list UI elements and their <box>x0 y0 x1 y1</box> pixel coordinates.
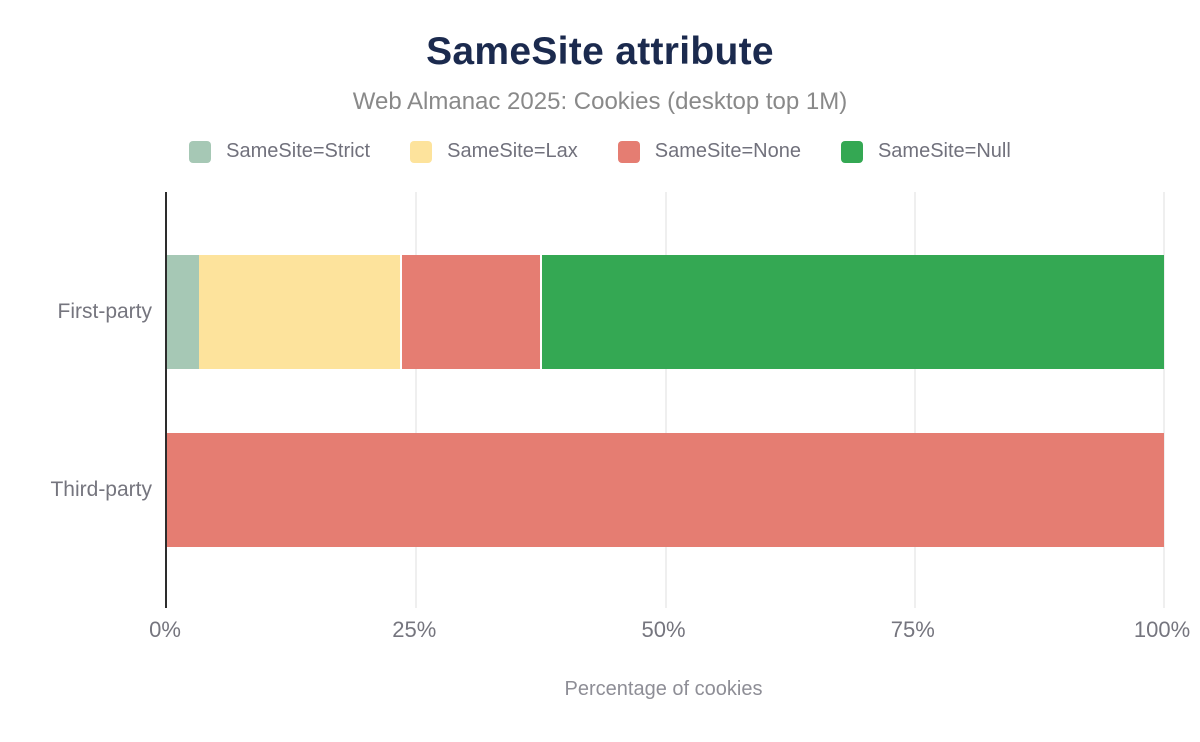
legend-swatch-icon <box>410 140 433 163</box>
y-category-label: First-party <box>57 300 153 323</box>
legend-label: SameSite=Lax <box>447 140 578 162</box>
gridline <box>1163 192 1165 608</box>
legend-item-samesite-lax[interactable]: SameSite=Lax <box>410 140 578 163</box>
bar-segment-samesite-none <box>167 433 1164 547</box>
legend-swatch-icon <box>189 140 212 163</box>
bar-first-party <box>167 255 1164 369</box>
x-axis-title: Percentage of cookies <box>564 678 763 700</box>
bar-third-party <box>167 433 1164 547</box>
chart-subtitle: Web Almanac 2025: Cookies (desktop top 1… <box>352 88 848 115</box>
gridline <box>415 192 418 608</box>
chart-title: SameSite attribute <box>426 30 774 73</box>
bar-segment-samesite-none <box>400 255 540 369</box>
legend-item-samesite-strict[interactable]: SameSite=Strict <box>189 140 370 163</box>
legend: SameSite=Strict SameSite=Lax SameSite=None… <box>0 140 1200 163</box>
x-tick-label: 25% <box>392 617 437 642</box>
x-tick-label: 75% <box>890 617 935 642</box>
bar-segment-samesite-null <box>539 255 1164 369</box>
bar-segment-samesite-strict <box>167 255 199 369</box>
legend-label: SameSite=Strict <box>226 140 371 162</box>
legend-swatch-icon <box>840 140 863 163</box>
legend-item-samesite-null[interactable]: SameSite=Null <box>840 140 1011 163</box>
gridline <box>913 192 916 608</box>
plot-area <box>165 192 1165 608</box>
legend-label: SameSite=None <box>654 140 801 162</box>
gridline <box>664 192 667 608</box>
x-tick-label: 100% <box>1133 617 1191 642</box>
y-category-label: Third-party <box>50 478 152 501</box>
x-tick-label: 50% <box>641 617 686 642</box>
legend-item-samesite-none[interactable]: SameSite=None <box>617 140 801 163</box>
bar-segment-samesite-lax <box>198 255 401 369</box>
legend-label: SameSite=Null <box>877 140 1011 162</box>
legend-swatch-icon <box>617 140 640 163</box>
x-tick-label: 0% <box>149 617 181 642</box>
